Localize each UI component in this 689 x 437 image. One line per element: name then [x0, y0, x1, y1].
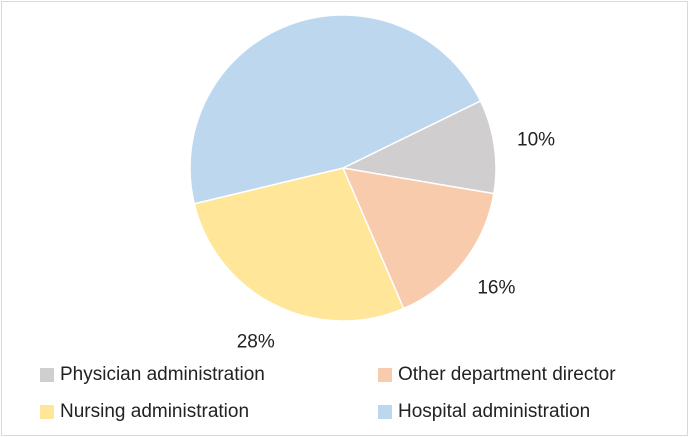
pie-slice: [193, 167, 405, 322]
legend-label: Other department director: [398, 364, 616, 385]
pie-slice: [340, 99, 497, 195]
legend-label: Nursing administration: [60, 401, 249, 422]
legend-swatch: [378, 368, 392, 382]
legend-label: Hospital administration: [398, 401, 590, 422]
pie-slice: [189, 14, 482, 205]
legend-swatch: [378, 405, 392, 419]
pie-slice: [341, 167, 495, 310]
data-label: 16%: [477, 277, 515, 298]
data-label: 10%: [517, 129, 555, 150]
legend-swatch: [40, 405, 54, 419]
legend-swatch: [40, 368, 54, 382]
legend-label: Physician administration: [60, 364, 265, 385]
data-label: 28%: [237, 331, 275, 352]
